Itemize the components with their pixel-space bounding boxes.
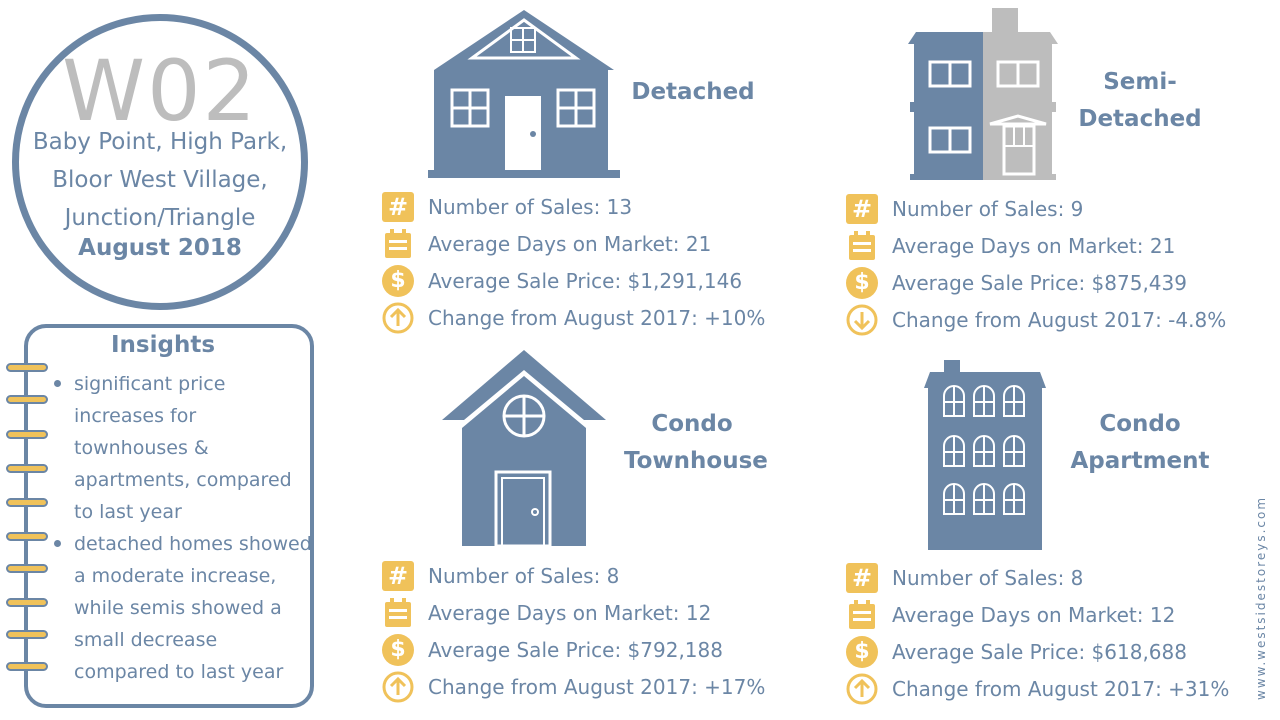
dollar-icon: $ <box>382 633 414 666</box>
notebook-ring <box>6 430 48 439</box>
arrow-up-circle-icon <box>382 302 414 333</box>
average-days-on-market: Average Days on Market: 12 <box>892 602 1176 627</box>
stat-row: $ Average Sale Price: $792,188 <box>381 631 765 668</box>
change-from-last-year: Change from August 2017: +10% <box>428 305 766 330</box>
semi-detached-stats: # Number of Sales: 9 Average Days on Mar… <box>845 190 1226 338</box>
stat-row: # Number of Sales: 9 <box>845 190 1226 227</box>
notebook-ring <box>6 464 48 473</box>
condo-apartment-stats: # Number of Sales: 8 Average Days on Mar… <box>845 559 1229 707</box>
average-sale-price: Average Sale Price: $1,291,146 <box>428 268 743 293</box>
neighbourhood-line: Bloor West Village, <box>52 167 268 193</box>
neighbourhood-list: Baby Point, High Park, Bloor West Villag… <box>19 123 301 237</box>
semi-detached-house-icon <box>908 8 1058 180</box>
notebook-ring <box>6 498 48 507</box>
stat-row: Average Days on Market: 21 <box>845 227 1226 264</box>
average-days-on-market: Average Days on Market: 21 <box>428 231 712 256</box>
calendar-icon <box>385 597 411 627</box>
condo-townhouse-icon <box>442 350 606 548</box>
number-of-sales: Number of Sales: 8 <box>428 563 620 588</box>
hash-icon: # <box>846 193 878 224</box>
average-days-on-market: Average Days on Market: 12 <box>428 600 712 625</box>
neighbourhood-line: Baby Point, High Park, <box>32 129 288 155</box>
website-url[interactable]: www.westsidestoreys.com <box>1254 495 1268 700</box>
insight-item: significant price increases for townhous… <box>52 368 314 528</box>
arrow-up-circle-icon <box>382 671 414 702</box>
calendar-icon <box>385 228 411 258</box>
average-sale-price: Average Sale Price: $792,188 <box>428 637 723 662</box>
stat-row: $ Average Sale Price: $618,688 <box>845 633 1229 670</box>
stat-row: Average Days on Market: 12 <box>381 594 765 631</box>
semi-detached-title: Semi- Detached <box>1078 69 1202 132</box>
insights-panel <box>24 324 314 708</box>
arrow-up-circle-icon <box>846 673 878 704</box>
condo-townhouse-title: Condo Townhouse <box>624 411 768 474</box>
stat-row: Change from August 2017: +10% <box>381 299 765 336</box>
stat-row: # Number of Sales: 8 <box>381 557 765 594</box>
notebook-ring <box>6 564 48 573</box>
stat-row: Change from August 2017: -4.8% <box>845 301 1226 338</box>
stat-row: Change from August 2017: +31% <box>845 670 1229 707</box>
stat-row: Change from August 2017: +17% <box>381 668 765 705</box>
calendar-icon <box>849 599 875 629</box>
insights-title: Insights <box>110 332 216 358</box>
notebook-ring <box>6 395 48 404</box>
change-from-last-year: Change from August 2017: +17% <box>428 674 766 699</box>
detached-stats: # Number of Sales: 13 Average Days on Ma… <box>381 188 765 336</box>
neighbourhood-line: Junction/Triangle <box>64 205 256 231</box>
calendar-icon <box>849 230 875 260</box>
notebook-ring <box>6 630 48 639</box>
dollar-icon: $ <box>382 264 414 297</box>
insights-list: significant price increases for townhous… <box>52 368 314 688</box>
notebook-ring <box>6 598 48 607</box>
condo-townhouse-stats: # Number of Sales: 8 Average Days on Mar… <box>381 557 765 705</box>
arrow-down-circle-icon <box>846 304 878 335</box>
area-badge: W02 Baby Point, High Park, Bloor West Vi… <box>12 14 308 310</box>
number-of-sales: Number of Sales: 9 <box>892 196 1084 221</box>
hash-icon: # <box>382 191 414 222</box>
number-of-sales: Number of Sales: 13 <box>428 194 633 219</box>
stat-row: # Number of Sales: 13 <box>381 188 765 225</box>
stat-row: Average Days on Market: 12 <box>845 596 1229 633</box>
notebook-ring <box>6 662 48 671</box>
dollar-icon: $ <box>846 266 878 299</box>
district-code: W02 <box>62 42 258 140</box>
hash-icon: # <box>382 560 414 591</box>
dollar-icon: $ <box>846 635 878 668</box>
change-from-last-year: Change from August 2017: +31% <box>892 676 1230 701</box>
average-sale-price: Average Sale Price: $875,439 <box>892 270 1187 295</box>
report-date: August 2018 <box>78 235 242 261</box>
condo-apartment-title: Condo Apartment <box>1070 411 1210 474</box>
stat-row: $ Average Sale Price: $875,439 <box>845 264 1226 301</box>
detached-house-icon <box>428 10 620 178</box>
condo-apartment-icon <box>924 360 1046 550</box>
hash-icon: # <box>846 562 878 593</box>
average-days-on-market: Average Days on Market: 21 <box>892 233 1176 258</box>
change-from-last-year: Change from August 2017: -4.8% <box>892 307 1227 332</box>
notebook-ring <box>6 363 48 372</box>
number-of-sales: Number of Sales: 8 <box>892 565 1084 590</box>
detached-title: Detached <box>631 79 755 105</box>
insight-item: detached homes showed a moderate increas… <box>52 528 314 688</box>
notebook-ring <box>6 532 48 541</box>
stat-row: # Number of Sales: 8 <box>845 559 1229 596</box>
average-sale-price: Average Sale Price: $618,688 <box>892 639 1187 664</box>
stat-row: $ Average Sale Price: $1,291,146 <box>381 262 765 299</box>
stat-row: Average Days on Market: 21 <box>381 225 765 262</box>
